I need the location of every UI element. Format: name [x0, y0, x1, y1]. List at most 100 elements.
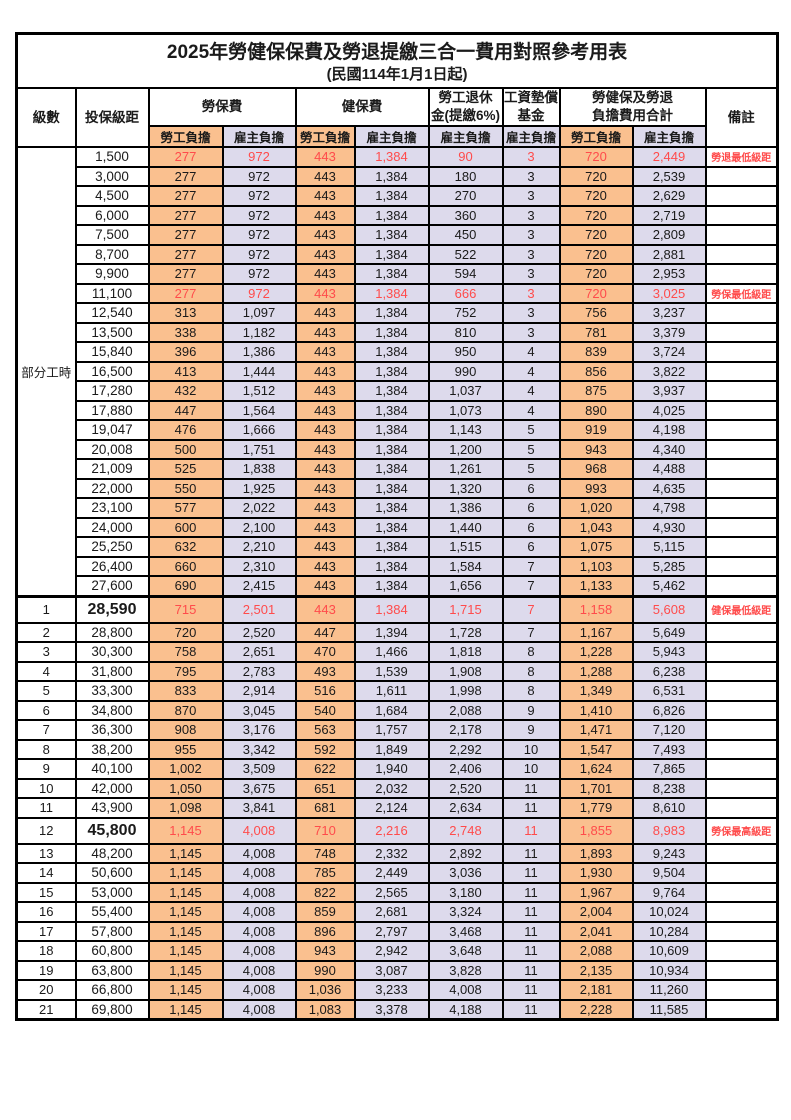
subheader-labor-employer: 雇主負擔	[221, 125, 297, 148]
pension-employer-cell: 2,292	[427, 738, 504, 760]
remark-cell	[704, 204, 779, 226]
remark-cell	[704, 660, 779, 682]
pension-employer-cell: 2,088	[427, 699, 504, 721]
labor-employer-cell: 1,838	[221, 458, 297, 480]
health-employee-cell: 651	[294, 777, 356, 799]
health-employer-cell: 1,384	[353, 243, 430, 265]
total-employer-cell: 8,238	[631, 777, 707, 799]
labor-employer-cell: 1,666	[221, 419, 297, 441]
total-employer-cell: 4,198	[631, 419, 707, 441]
bracket-cell: 21,009	[74, 458, 150, 480]
total-employer-cell: 5,943	[631, 641, 707, 663]
remark-cell	[704, 621, 779, 643]
bracket-cell: 53,000	[74, 881, 150, 903]
health-employer-cell: 1,384	[353, 380, 430, 402]
health-employee-cell: 447	[294, 621, 356, 643]
pension-employer-cell: 2,892	[427, 842, 504, 864]
health-employee-cell: 443	[294, 321, 356, 343]
pension-employer-cell: 2,520	[427, 777, 504, 799]
health-employee-cell: 443	[294, 302, 356, 324]
wage-fund-employer-cell: 4	[501, 399, 561, 421]
total-employee-cell: 1,349	[558, 680, 634, 702]
bracket-cell: 3,000	[74, 165, 150, 187]
health-employee-cell: 443	[294, 243, 356, 265]
col-header-wage-fund: 工資墊償 基金	[501, 87, 561, 127]
bracket-cell: 45,800	[74, 816, 150, 845]
pension-employer-cell: 810	[427, 321, 504, 343]
health-employer-cell: 1,384	[353, 419, 430, 441]
health-employer-cell: 2,681	[353, 901, 430, 923]
health-employee-cell: 443	[294, 360, 356, 382]
remark-cell	[704, 341, 779, 363]
labor-employee-cell: 690	[147, 575, 224, 597]
health-employer-cell: 1,384	[353, 282, 430, 304]
labor-employer-cell: 1,097	[221, 302, 297, 324]
labor-employee-cell: 476	[147, 419, 224, 441]
pension-employer-cell: 1,998	[427, 680, 504, 702]
total-employee-cell: 856	[558, 360, 634, 382]
wage-fund-employer-cell: 6	[501, 477, 561, 499]
remark-cell	[704, 940, 779, 962]
health-employee-cell: 990	[294, 959, 356, 981]
pension-employer-cell: 1,037	[427, 380, 504, 402]
total-employee-cell: 890	[558, 399, 634, 421]
total-employee-cell: 1,779	[558, 797, 634, 819]
remark-cell: 勞保最高級距	[704, 816, 779, 845]
level-cell: 16	[15, 901, 77, 923]
remark-cell	[704, 575, 779, 597]
health-employer-cell: 1,384	[353, 341, 430, 363]
table-row: 20 66,800 1,145 4,008 1,036 3,233 4,008 11 2,181…	[15, 979, 779, 1001]
labor-employer-cell: 1,564	[221, 399, 297, 421]
remark-cell	[704, 920, 779, 942]
labor-employee-cell: 720	[147, 621, 224, 643]
table-row: 7,500 277 972 443 1,384 450 3 720 2,809	[17, 224, 779, 246]
table-row: 12 45,800 1,145 4,008 710 2,216 2,748 11 1,855 8,…	[15, 816, 779, 845]
pension-employer-cell: 4,008	[427, 979, 504, 1001]
total-employer-cell: 9,504	[631, 862, 707, 884]
bracket-cell: 13,500	[74, 321, 150, 343]
level-cell: 15	[15, 881, 77, 903]
bracket-cell: 19,047	[74, 419, 150, 441]
labor-employee-cell: 1,145	[147, 940, 224, 962]
total-employee-cell: 781	[558, 321, 634, 343]
bracket-cell: 28,800	[74, 621, 150, 643]
health-employee-cell: 540	[294, 699, 356, 721]
health-employer-cell: 1,384	[353, 594, 430, 624]
remark-cell	[704, 901, 779, 923]
total-employer-cell: 6,531	[631, 680, 707, 702]
wage-fund-employer-cell: 11	[501, 998, 561, 1021]
labor-employer-cell: 2,310	[221, 555, 297, 577]
total-employee-cell: 1,410	[558, 699, 634, 721]
remark-cell	[704, 516, 779, 538]
remark-cell	[704, 185, 779, 207]
health-employer-cell: 2,216	[353, 816, 430, 845]
total-employee-cell: 1,967	[558, 881, 634, 903]
labor-employee-cell: 955	[147, 738, 224, 760]
remark-cell	[704, 321, 779, 343]
remark-cell: 健保最低級距	[704, 594, 779, 624]
health-employer-cell: 1,757	[353, 719, 430, 741]
health-employer-cell: 1,384	[353, 263, 430, 285]
table-body: 部分工時 1,500 277 972 443 1,384 90 3 720 2,449 勞退最低級距…	[15, 146, 779, 1021]
total-employer-cell: 3,379	[631, 321, 707, 343]
level-cell: 19	[15, 959, 77, 981]
bracket-cell: 25,250	[74, 536, 150, 558]
health-employer-cell: 1,384	[353, 497, 430, 519]
level-cell: 4	[15, 660, 77, 682]
bracket-cell: 27,600	[74, 575, 150, 597]
total-employer-cell: 3,822	[631, 360, 707, 382]
labor-employer-cell: 4,008	[221, 862, 297, 884]
labor-employer-cell: 3,342	[221, 738, 297, 760]
labor-employee-cell: 277	[147, 185, 224, 207]
labor-employer-cell: 1,386	[221, 341, 297, 363]
level-cell: 20	[15, 979, 77, 1001]
bracket-cell: 60,800	[74, 940, 150, 962]
remark-cell	[704, 979, 779, 1001]
health-employee-cell: 443	[294, 536, 356, 558]
pension-employer-cell: 4,188	[427, 998, 504, 1021]
remark-cell	[704, 797, 779, 819]
health-employer-cell: 2,449	[353, 862, 430, 884]
remark-cell	[704, 959, 779, 981]
health-employer-cell: 2,032	[353, 777, 430, 799]
page-subtitle: (民國114年1月1日起)	[326, 65, 468, 83]
